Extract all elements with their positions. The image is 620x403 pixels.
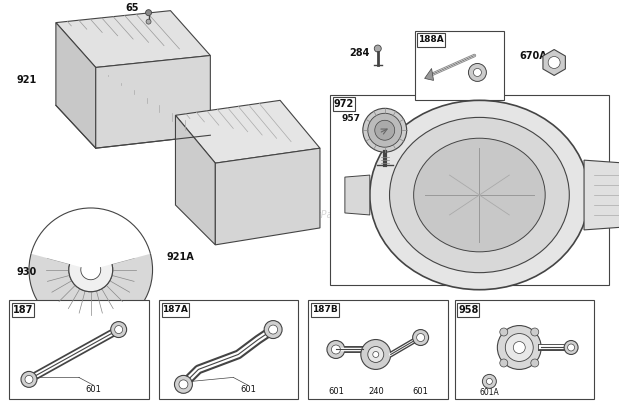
Text: 957: 957 — [342, 114, 361, 123]
Text: 187: 187 — [13, 305, 33, 315]
Circle shape — [373, 351, 379, 357]
Wedge shape — [29, 208, 153, 332]
Bar — [12, 303, 34, 317]
Circle shape — [146, 10, 151, 16]
Text: 670A: 670A — [520, 50, 547, 60]
Polygon shape — [175, 115, 215, 245]
Bar — [417, 33, 445, 46]
Bar — [159, 300, 298, 399]
Bar — [330, 96, 609, 285]
Text: 601: 601 — [86, 385, 102, 394]
Bar — [415, 31, 504, 100]
Text: 930: 930 — [16, 267, 36, 277]
Text: 188A: 188A — [418, 35, 443, 44]
Ellipse shape — [370, 100, 589, 290]
Text: 601: 601 — [328, 387, 344, 396]
Ellipse shape — [389, 117, 569, 273]
Circle shape — [486, 378, 492, 384]
Circle shape — [482, 374, 497, 388]
Circle shape — [531, 328, 539, 336]
Circle shape — [363, 108, 407, 152]
Circle shape — [174, 376, 192, 393]
Circle shape — [500, 359, 508, 367]
Text: 601: 601 — [413, 387, 428, 396]
Circle shape — [368, 113, 402, 147]
Polygon shape — [584, 160, 620, 230]
Text: 601A: 601A — [479, 388, 499, 397]
Circle shape — [332, 345, 340, 354]
Circle shape — [264, 321, 282, 339]
Circle shape — [469, 64, 486, 81]
Text: 187B: 187B — [312, 305, 338, 314]
Circle shape — [111, 322, 126, 338]
Circle shape — [327, 341, 345, 358]
Text: 240: 240 — [368, 387, 384, 396]
Circle shape — [531, 359, 539, 367]
Text: 921A: 921A — [167, 252, 194, 262]
Circle shape — [513, 341, 525, 353]
Circle shape — [474, 69, 481, 77]
Bar — [9, 300, 149, 399]
Text: 284: 284 — [350, 48, 370, 58]
Circle shape — [361, 339, 391, 370]
Circle shape — [417, 334, 425, 341]
Bar — [162, 303, 190, 317]
Circle shape — [179, 380, 188, 389]
Circle shape — [500, 328, 508, 336]
Text: 958: 958 — [458, 305, 479, 315]
Circle shape — [146, 19, 151, 24]
Circle shape — [505, 334, 533, 361]
Circle shape — [567, 344, 575, 351]
Circle shape — [81, 260, 100, 280]
Text: 601: 601 — [241, 385, 256, 394]
Bar — [458, 303, 479, 317]
Polygon shape — [175, 100, 320, 163]
Circle shape — [548, 56, 560, 69]
Text: 187A: 187A — [162, 305, 188, 314]
Ellipse shape — [414, 138, 545, 252]
Circle shape — [25, 376, 33, 383]
Text: 65: 65 — [126, 3, 140, 12]
Circle shape — [374, 120, 395, 140]
Circle shape — [497, 326, 541, 370]
Polygon shape — [215, 148, 320, 245]
Polygon shape — [56, 10, 210, 67]
Polygon shape — [56, 23, 95, 148]
Circle shape — [564, 341, 578, 355]
Circle shape — [21, 372, 37, 387]
Bar — [308, 300, 448, 399]
Bar — [333, 98, 355, 111]
Bar — [454, 300, 594, 399]
Text: eReplacementParts.com: eReplacementParts.com — [250, 210, 370, 220]
Polygon shape — [425, 69, 433, 81]
Circle shape — [413, 330, 428, 345]
Polygon shape — [95, 56, 210, 148]
Polygon shape — [345, 175, 370, 215]
Polygon shape — [543, 50, 565, 75]
Text: 921: 921 — [16, 75, 36, 85]
Circle shape — [368, 347, 384, 362]
Circle shape — [115, 326, 123, 334]
Wedge shape — [29, 206, 153, 270]
Circle shape — [268, 325, 278, 334]
Circle shape — [69, 248, 113, 292]
Bar — [311, 303, 339, 317]
Circle shape — [374, 45, 381, 52]
Text: 972: 972 — [334, 99, 354, 109]
